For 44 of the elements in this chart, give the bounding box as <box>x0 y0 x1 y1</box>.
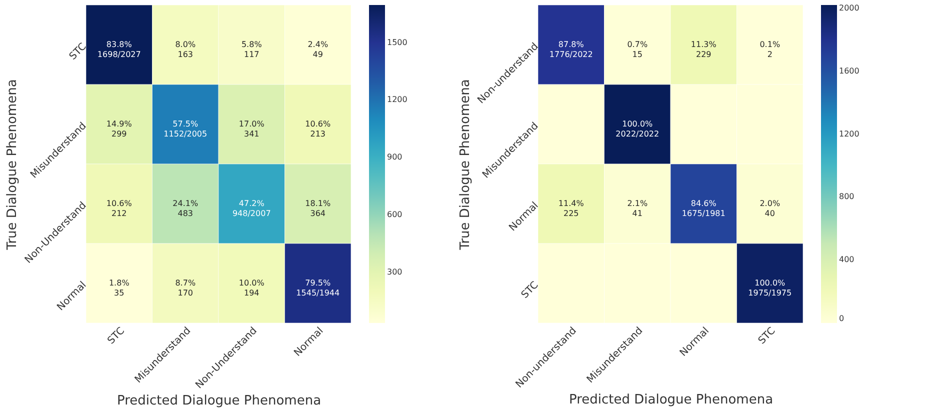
data-label: 57.5% 1152/2005 <box>164 119 208 138</box>
data-label: 2.4% 49 <box>308 40 328 59</box>
x-tick-label: STC <box>106 325 127 347</box>
x-axis-title: Predicted Dialogue Phenomena <box>116 393 322 408</box>
data-label: 8.0% 163 <box>175 40 196 59</box>
data-label: 8.7% 170 <box>175 278 196 298</box>
data-label: 79.5% 1545/1944 <box>296 278 340 298</box>
y-tick-label: STC <box>68 41 89 62</box>
data-label: 11.4% 225 <box>558 198 584 218</box>
y-axis-title: True Dialogue Phenomena <box>458 79 473 251</box>
data-label: 24.1% 483 <box>172 198 198 218</box>
data-label: 10.6% 212 <box>106 198 132 218</box>
data-label: 5.8% 117 <box>241 40 262 59</box>
data-label: 18.1% 364 <box>305 198 331 218</box>
color-bar-label: 1200 <box>839 129 860 138</box>
color-bar-label: 900 <box>387 152 402 162</box>
color-bar-label: 400 <box>839 255 854 264</box>
data-label: 14.9% 299 <box>106 119 132 138</box>
color-bar-label: 0 <box>839 314 844 323</box>
data-label: 2.1% 41 <box>627 198 648 218</box>
data-label: 11.3% 229 <box>690 40 717 59</box>
data-label: 2.0% 40 <box>760 198 780 218</box>
y-axis-title: True Dialogue Phenomena <box>5 79 20 251</box>
color-bar-label: 600 <box>387 210 402 219</box>
data-label: 100.0% 2022/2022 <box>616 119 660 138</box>
data-label: 100.0% 1975/1975 <box>748 278 792 298</box>
data-label: 10.0% 194 <box>238 278 265 298</box>
data-label: 83.8% 1698/2027 <box>97 40 141 59</box>
data-label: 0.1% 2 <box>760 40 780 59</box>
data-label: 0.7% 15 <box>627 40 648 59</box>
data-label: 1.8% 35 <box>108 278 130 298</box>
color-bar-label: 1600 <box>839 66 860 76</box>
color-bar-label: 1500 <box>387 38 408 47</box>
color-bar-label: 300 <box>387 267 402 276</box>
y-tick-label: STC <box>520 280 541 301</box>
data-label: 84.6% 1675/1981 <box>682 198 726 218</box>
color-bar-label: 1200 <box>387 95 408 104</box>
data-label: 47.2% 948/2007 <box>232 198 271 218</box>
color-bar-label: 2000 <box>839 3 860 12</box>
data-label: 17.0% 341 <box>238 119 265 138</box>
data-label: 10.6% 213 <box>305 119 331 138</box>
data-label: 87.8% 1776/2022 <box>549 40 593 59</box>
x-axis-title: Predicted Dialogue Phenomena <box>568 392 774 408</box>
color-bar-label: 800 <box>839 192 854 202</box>
